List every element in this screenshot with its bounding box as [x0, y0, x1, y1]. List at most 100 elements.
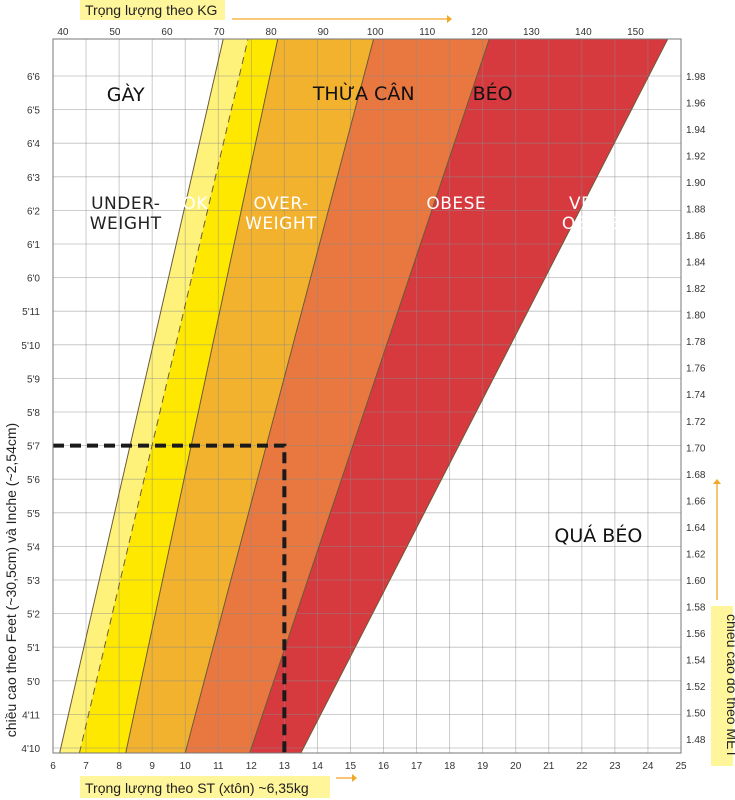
- zone-label-2: OK: [182, 194, 208, 214]
- bottom-tick-label: 9: [149, 761, 155, 772]
- top-tick-label: 60: [161, 27, 173, 38]
- zone-label-vi-1: GÀY: [107, 83, 145, 106]
- left-tick-label: 5'11: [22, 307, 40, 318]
- right-axis-arrowhead: [713, 479, 721, 484]
- bmi-zones: [53, 39, 668, 753]
- left-tick-label: 4'10: [21, 744, 40, 755]
- zone-boundary-1: [59, 39, 224, 753]
- zone-label-4: WEIGHT: [245, 214, 317, 234]
- zone-label-1: UNDER-: [91, 194, 160, 214]
- bottom-tick-label: 16: [378, 761, 390, 772]
- zone-label-6: VERY: [569, 194, 615, 214]
- left-tick-label: 5'6: [27, 475, 40, 486]
- right-tick-label: 1.86: [686, 231, 706, 242]
- zone-label-vi-5: BÉO: [473, 82, 513, 105]
- top-axis-title: Trọng lượng theo KG: [85, 2, 217, 18]
- left-tick-label: 6'2: [27, 206, 40, 217]
- bottom-axis-arrowhead: [352, 774, 357, 782]
- bottom-tick-label: 18: [444, 761, 456, 772]
- top-tick-label: 140: [575, 27, 592, 38]
- zone-boundary-6: [300, 39, 669, 753]
- top-tick-label: 100: [367, 27, 384, 38]
- top-tick-label: 150: [627, 27, 644, 38]
- top-tick-label: 110: [419, 27, 435, 38]
- left-tick-label: 5'8: [27, 408, 40, 419]
- bottom-tick-label: 20: [510, 761, 522, 772]
- left-tick-label: 5'10: [21, 341, 40, 352]
- right-tick-label: 1.88: [686, 205, 706, 216]
- right-tick-label: 1.76: [686, 364, 706, 375]
- bottom-tick-label: 17: [411, 761, 423, 772]
- right-tick-label: 1.56: [686, 629, 706, 640]
- example-guide-line: [53, 443, 287, 757]
- right-tick-label: 1.92: [686, 152, 706, 163]
- bottom-tick-label: 12: [246, 761, 258, 772]
- zone-3: [79, 39, 278, 753]
- zone-label-vi-6: QUÁ BÉO: [554, 524, 642, 547]
- left-tick-label: 6'3: [27, 173, 40, 184]
- right-tick-label: 1.84: [686, 258, 706, 269]
- left-tick-label: 5'2: [27, 610, 40, 621]
- left-tick-label: 4'11: [22, 710, 40, 721]
- axis-titles: Trọng lượng theo KG Trọng lượng theo ST (…: [3, 0, 735, 798]
- bottom-tick-label: 11: [213, 761, 224, 772]
- right-tick-label: 1.94: [686, 125, 706, 136]
- right-tick-label: 1.58: [686, 602, 706, 613]
- left-axis-title: chiều cao theo Feet (~30,5cm) và Inche (…: [3, 423, 19, 737]
- right-tick-label: 1.64: [686, 523, 706, 534]
- bottom-tick-label: 22: [576, 761, 588, 772]
- right-tick-label: 1.52: [686, 682, 706, 693]
- zone-label-4: OVER-: [253, 194, 308, 214]
- top-tick-label: 70: [213, 27, 225, 38]
- top-tick-label: 80: [266, 27, 278, 38]
- bottom-tick-label: 10: [180, 761, 192, 772]
- left-tick-label: 6'4: [27, 139, 40, 150]
- zone-4: [125, 39, 374, 753]
- right-tick-label: 1.96: [686, 99, 706, 110]
- left-tick-label: 6'1: [27, 240, 40, 251]
- right-tick-label: 1.70: [686, 443, 706, 454]
- right-tick-label: 1.82: [686, 284, 706, 295]
- bottom-tick-label: 7: [83, 761, 89, 772]
- top-tick-label: 40: [57, 27, 69, 38]
- left-tick-label: 5'0: [27, 677, 40, 688]
- top-title-highlight: [80, 0, 225, 20]
- bottom-tick-label: 23: [609, 761, 621, 772]
- top-tick-label: 50: [109, 27, 121, 38]
- right-tick-label: 1.90: [686, 178, 706, 189]
- right-tick-label: 1.72: [686, 417, 706, 428]
- right-tick-label: 1.48: [686, 735, 706, 746]
- right-tick-label: 1.62: [686, 549, 706, 560]
- bottom-tick-label: 13: [279, 761, 291, 772]
- left-tick-label: 6'0: [27, 274, 40, 285]
- bottom-title-highlight: [80, 776, 330, 798]
- top-axis-arrowhead: [447, 15, 452, 23]
- zone-label-vi-4: THỪA CÂN: [312, 81, 415, 105]
- bottom-tick-label: 19: [477, 761, 489, 772]
- zone-label-6: OBESE: [562, 214, 622, 234]
- left-tick-label: 5'9: [27, 374, 40, 385]
- bottom-tick-label: 21: [543, 761, 555, 772]
- right-tick-label: 1.60: [686, 576, 706, 587]
- top-tick-label: 90: [318, 27, 330, 38]
- zone-6: [249, 39, 668, 753]
- right-tick-label: 1.50: [686, 708, 706, 719]
- right-tick-label: 1.74: [686, 390, 706, 401]
- left-tick-label: 6'5: [27, 106, 40, 117]
- right-title-highlight: [711, 606, 733, 766]
- bottom-tick-label: 6: [50, 761, 56, 772]
- zone-label-1: WEIGHT: [90, 214, 162, 234]
- left-tick-label: 5'3: [27, 576, 40, 587]
- top-tick-label: 130: [523, 27, 540, 38]
- left-tick-label: 5'7: [27, 442, 40, 453]
- right-tick-label: 1.80: [686, 311, 706, 322]
- bottom-tick-label: 25: [675, 761, 687, 772]
- bottom-tick-label: 15: [345, 761, 357, 772]
- zone-boundary-2: [78, 39, 249, 753]
- bottom-tick-label: 14: [312, 761, 324, 772]
- zone-boundary-5: [249, 39, 490, 753]
- bottom-tick-label: 8: [116, 761, 122, 772]
- zone-2: [59, 39, 249, 753]
